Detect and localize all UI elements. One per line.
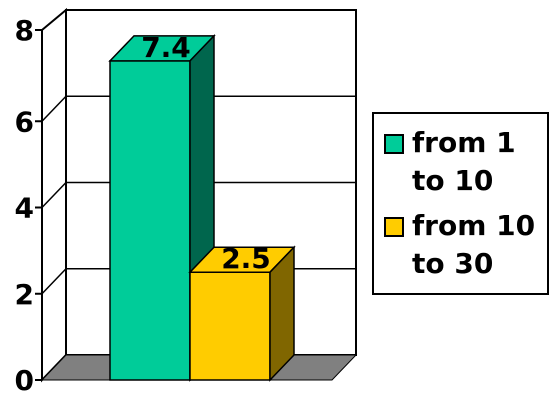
y-tick-label: 6 — [15, 105, 34, 138]
gridline-side — [41, 95, 67, 122]
legend-item-series-2: from 10 to 30 — [384, 207, 552, 283]
y-tick-label: 2 — [15, 278, 34, 311]
bar-series-2 — [188, 245, 296, 382]
data-labels: 7.4 2.5 — [141, 31, 271, 275]
legend-item-series-1: from 1 to 10 — [384, 124, 552, 200]
legend-swatch-series-1 — [384, 134, 404, 154]
legend-swatch-series-2 — [384, 217, 404, 237]
legend-label-series-1: from 1 to 10 — [412, 126, 516, 197]
bar-front — [109, 60, 191, 381]
legend-label-series-2: from 10 to 30 — [412, 209, 536, 280]
y-axis-ticks: 0 2 4 6 8 — [15, 14, 42, 396]
data-label-series-2: 2.5 — [221, 242, 271, 275]
gridline-side — [41, 268, 67, 295]
legend: from 1 to 10 from 10 to 30 — [372, 112, 549, 295]
data-label-series-1: 7.4 — [141, 31, 191, 64]
gridline-side — [41, 181, 67, 209]
bars — [108, 34, 296, 382]
y-tick-label: 4 — [15, 192, 34, 225]
bar-front — [189, 271, 271, 381]
bar-side — [269, 245, 295, 382]
y-tick-label: 0 — [15, 364, 34, 396]
bar-series-1 — [108, 34, 216, 382]
y-tick-label: 8 — [15, 14, 34, 47]
